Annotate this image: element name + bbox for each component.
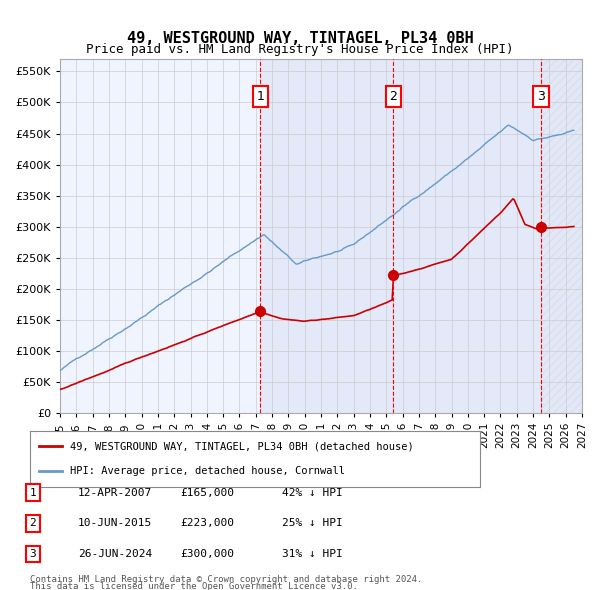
Text: 25% ↓ HPI: 25% ↓ HPI <box>282 519 343 528</box>
Text: 3: 3 <box>29 549 37 559</box>
Text: 49, WESTGROUND WAY, TINTAGEL, PL34 0BH: 49, WESTGROUND WAY, TINTAGEL, PL34 0BH <box>127 31 473 46</box>
Text: 49, WESTGROUND WAY, TINTAGEL, PL34 0BH (detached house): 49, WESTGROUND WAY, TINTAGEL, PL34 0BH (… <box>71 441 414 451</box>
Text: Contains HM Land Registry data © Crown copyright and database right 2024.: Contains HM Land Registry data © Crown c… <box>30 575 422 584</box>
Text: 2: 2 <box>389 90 397 103</box>
Text: This data is licensed under the Open Government Licence v3.0.: This data is licensed under the Open Gov… <box>30 582 358 590</box>
Text: £165,000: £165,000 <box>180 488 234 497</box>
Text: £223,000: £223,000 <box>180 519 234 528</box>
Bar <box>541 59 582 413</box>
Bar <box>260 59 541 413</box>
Text: 12-APR-2007: 12-APR-2007 <box>78 488 152 497</box>
Text: Price paid vs. HM Land Registry's House Price Index (HPI): Price paid vs. HM Land Registry's House … <box>86 43 514 56</box>
Text: 2: 2 <box>29 519 37 528</box>
Text: 1: 1 <box>29 488 37 497</box>
Text: 3: 3 <box>537 90 545 103</box>
Text: 42% ↓ HPI: 42% ↓ HPI <box>282 488 343 497</box>
Text: 10-JUN-2015: 10-JUN-2015 <box>78 519 152 528</box>
Text: 26-JUN-2024: 26-JUN-2024 <box>78 549 152 559</box>
Text: 31% ↓ HPI: 31% ↓ HPI <box>282 549 343 559</box>
Text: 1: 1 <box>256 90 264 103</box>
Text: £300,000: £300,000 <box>180 549 234 559</box>
Text: HPI: Average price, detached house, Cornwall: HPI: Average price, detached house, Corn… <box>71 466 346 476</box>
